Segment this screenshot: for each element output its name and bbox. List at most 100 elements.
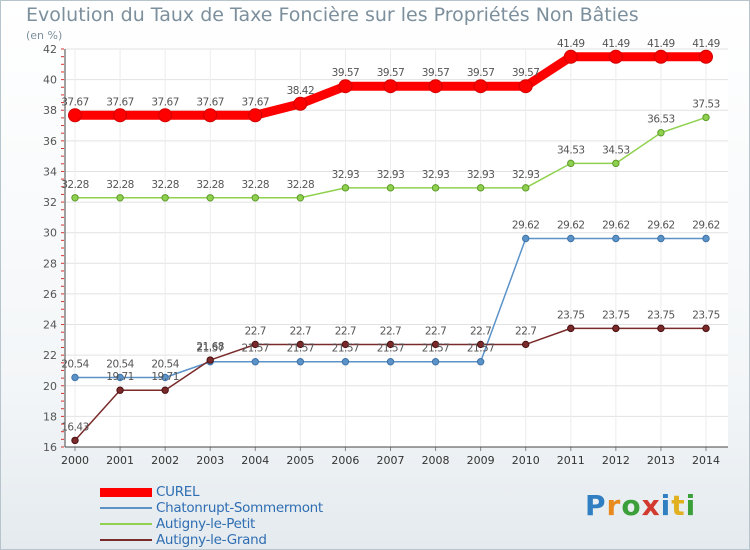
x-tick-label: 2001 [106, 454, 134, 467]
data-point [293, 96, 308, 111]
x-tick-label: 2008 [422, 454, 450, 467]
data-point [338, 79, 353, 94]
data-label: 37.67 [196, 96, 224, 108]
data-point [428, 79, 443, 94]
data-label: 19.71 [151, 371, 179, 383]
data-point [116, 373, 124, 382]
data-point [702, 234, 710, 243]
x-tick-label: 2010 [512, 454, 540, 467]
data-point [567, 324, 575, 333]
data-label: 29.62 [557, 220, 585, 232]
y-tick-label: 28 [43, 257, 57, 270]
data-point [116, 194, 124, 202]
data-label: 16.43 [61, 421, 89, 433]
data-point [612, 159, 620, 168]
y-tick-label: 36 [43, 135, 57, 148]
data-label: 20.54 [106, 359, 134, 371]
data-label: 32.93 [422, 169, 450, 181]
data-point [251, 358, 259, 366]
data-label: 34.53 [557, 144, 585, 156]
data-point [158, 108, 173, 123]
data-label: 19.71 [106, 371, 134, 383]
data-point [71, 436, 79, 445]
proxiti-logo: Proxiti [585, 489, 697, 522]
data-label: 21.68 [196, 341, 224, 353]
y-tick-label: 34 [43, 165, 57, 178]
data-point [386, 340, 395, 349]
x-tick-label: 2013 [647, 454, 675, 467]
data-label: 34.53 [602, 144, 630, 156]
data-label: 22.7 [335, 325, 356, 337]
data-label: 22.7 [515, 325, 536, 337]
data-label: 29.62 [692, 220, 720, 232]
data-label: 23.75 [692, 309, 720, 321]
data-label: 21.57 [332, 343, 360, 355]
x-tick-label: 2000 [61, 454, 89, 467]
data-label: 21.57 [196, 343, 224, 355]
data-point [476, 340, 485, 349]
y-tick-label: 38 [43, 104, 57, 117]
data-point [116, 386, 124, 394]
y-axis-unit: (en %) [26, 29, 63, 42]
data-point [296, 358, 305, 366]
data-point [567, 159, 575, 168]
legend-label: CUREL [156, 484, 200, 500]
data-label: 41.49 [602, 38, 630, 50]
legend-label: Autigny-le-Petit [156, 516, 256, 532]
data-point [567, 234, 575, 243]
legend-swatch [100, 539, 152, 541]
data-point [522, 340, 530, 349]
y-tick-label: 26 [43, 288, 57, 301]
legend-item: Chatonrupt-Sommermont [100, 500, 323, 516]
data-point [251, 340, 259, 349]
y-tick-label: 32 [43, 196, 57, 209]
x-tick-label: 2009 [467, 454, 495, 467]
data-point [657, 324, 665, 333]
data-point [612, 324, 620, 333]
data-point [476, 358, 485, 366]
data-label: 37.67 [242, 96, 270, 108]
x-tick-label: 2004 [241, 454, 269, 467]
data-label: 41.49 [557, 38, 585, 50]
data-point [476, 184, 485, 192]
data-point [206, 194, 214, 202]
data-point [702, 324, 710, 333]
legend-label: Autigny-le-Grand [156, 532, 267, 548]
legend-item: CUREL [100, 484, 323, 500]
data-point [657, 129, 665, 137]
data-point [653, 49, 668, 64]
data-label: 20.54 [151, 359, 179, 371]
data-label: 22.7 [380, 325, 401, 337]
legend: CUREL Chatonrupt-Sommermont Autigny-le-Pet… [100, 484, 323, 548]
data-point [161, 194, 169, 202]
data-point [699, 49, 713, 64]
y-tick-label: 42 [43, 43, 57, 56]
data-label: 37.53 [692, 98, 720, 110]
data-point [341, 184, 350, 192]
data-point [161, 386, 169, 394]
y-tick-label: 40 [43, 74, 57, 87]
x-tick-label: 2003 [196, 454, 224, 467]
data-point [296, 340, 305, 349]
data-label: 20.54 [61, 359, 89, 371]
data-point [386, 184, 395, 192]
data-point [431, 340, 440, 349]
data-point [431, 184, 440, 192]
data-label: 23.75 [647, 309, 675, 321]
data-label: 21.57 [422, 343, 450, 355]
data-point [161, 373, 169, 382]
legend-label: Chatonrupt-Sommermont [156, 500, 323, 516]
data-label: 37.67 [106, 96, 134, 108]
data-point [71, 194, 79, 202]
data-point [383, 79, 398, 94]
legend-item: Autigny-le-Petit [100, 516, 323, 532]
x-tick-label: 2011 [557, 454, 585, 467]
x-tick-label: 2012 [602, 454, 630, 467]
data-label: 32.28 [242, 179, 270, 191]
data-point [68, 108, 82, 123]
y-tick-label: 24 [43, 319, 57, 332]
data-point [248, 108, 263, 123]
x-tick-label: 2014 [692, 454, 720, 467]
data-label: 39.57 [422, 67, 450, 79]
data-label: 29.62 [512, 220, 540, 232]
